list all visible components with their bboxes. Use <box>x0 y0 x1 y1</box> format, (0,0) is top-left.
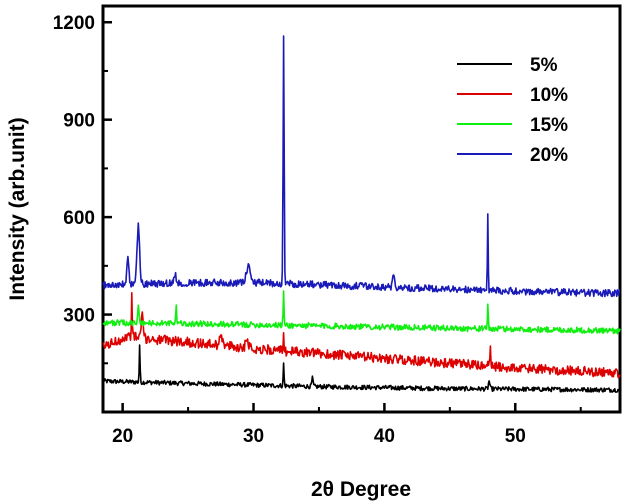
x-tick-label: 20 <box>112 426 133 447</box>
series-line <box>102 292 621 379</box>
series-line <box>102 290 621 335</box>
series-line <box>102 35 621 298</box>
y-tick-label: 300 <box>63 306 95 327</box>
x-axis-label: 2θ Degree <box>311 478 411 501</box>
tick-layer: 300 600 900 1200 20 30 40 50 <box>53 13 582 447</box>
legend: 5% 10% 15% 20% <box>457 55 568 166</box>
y-tick-label: 1200 <box>53 13 95 34</box>
series-line <box>102 344 621 393</box>
legend-label: 10% <box>530 85 568 106</box>
x-tick-label: 40 <box>374 426 395 447</box>
legend-label: 20% <box>530 145 568 166</box>
legend-label: 5% <box>530 55 558 76</box>
y-tick-label: 600 <box>63 208 95 229</box>
series-layer <box>102 35 621 393</box>
x-tick-label: 30 <box>243 426 264 447</box>
x-tick-label: 50 <box>505 426 526 447</box>
y-tick-label: 900 <box>63 111 95 132</box>
y-axis-label: Intensity (arb.unit) <box>6 117 29 300</box>
legend-label: 15% <box>530 115 568 136</box>
